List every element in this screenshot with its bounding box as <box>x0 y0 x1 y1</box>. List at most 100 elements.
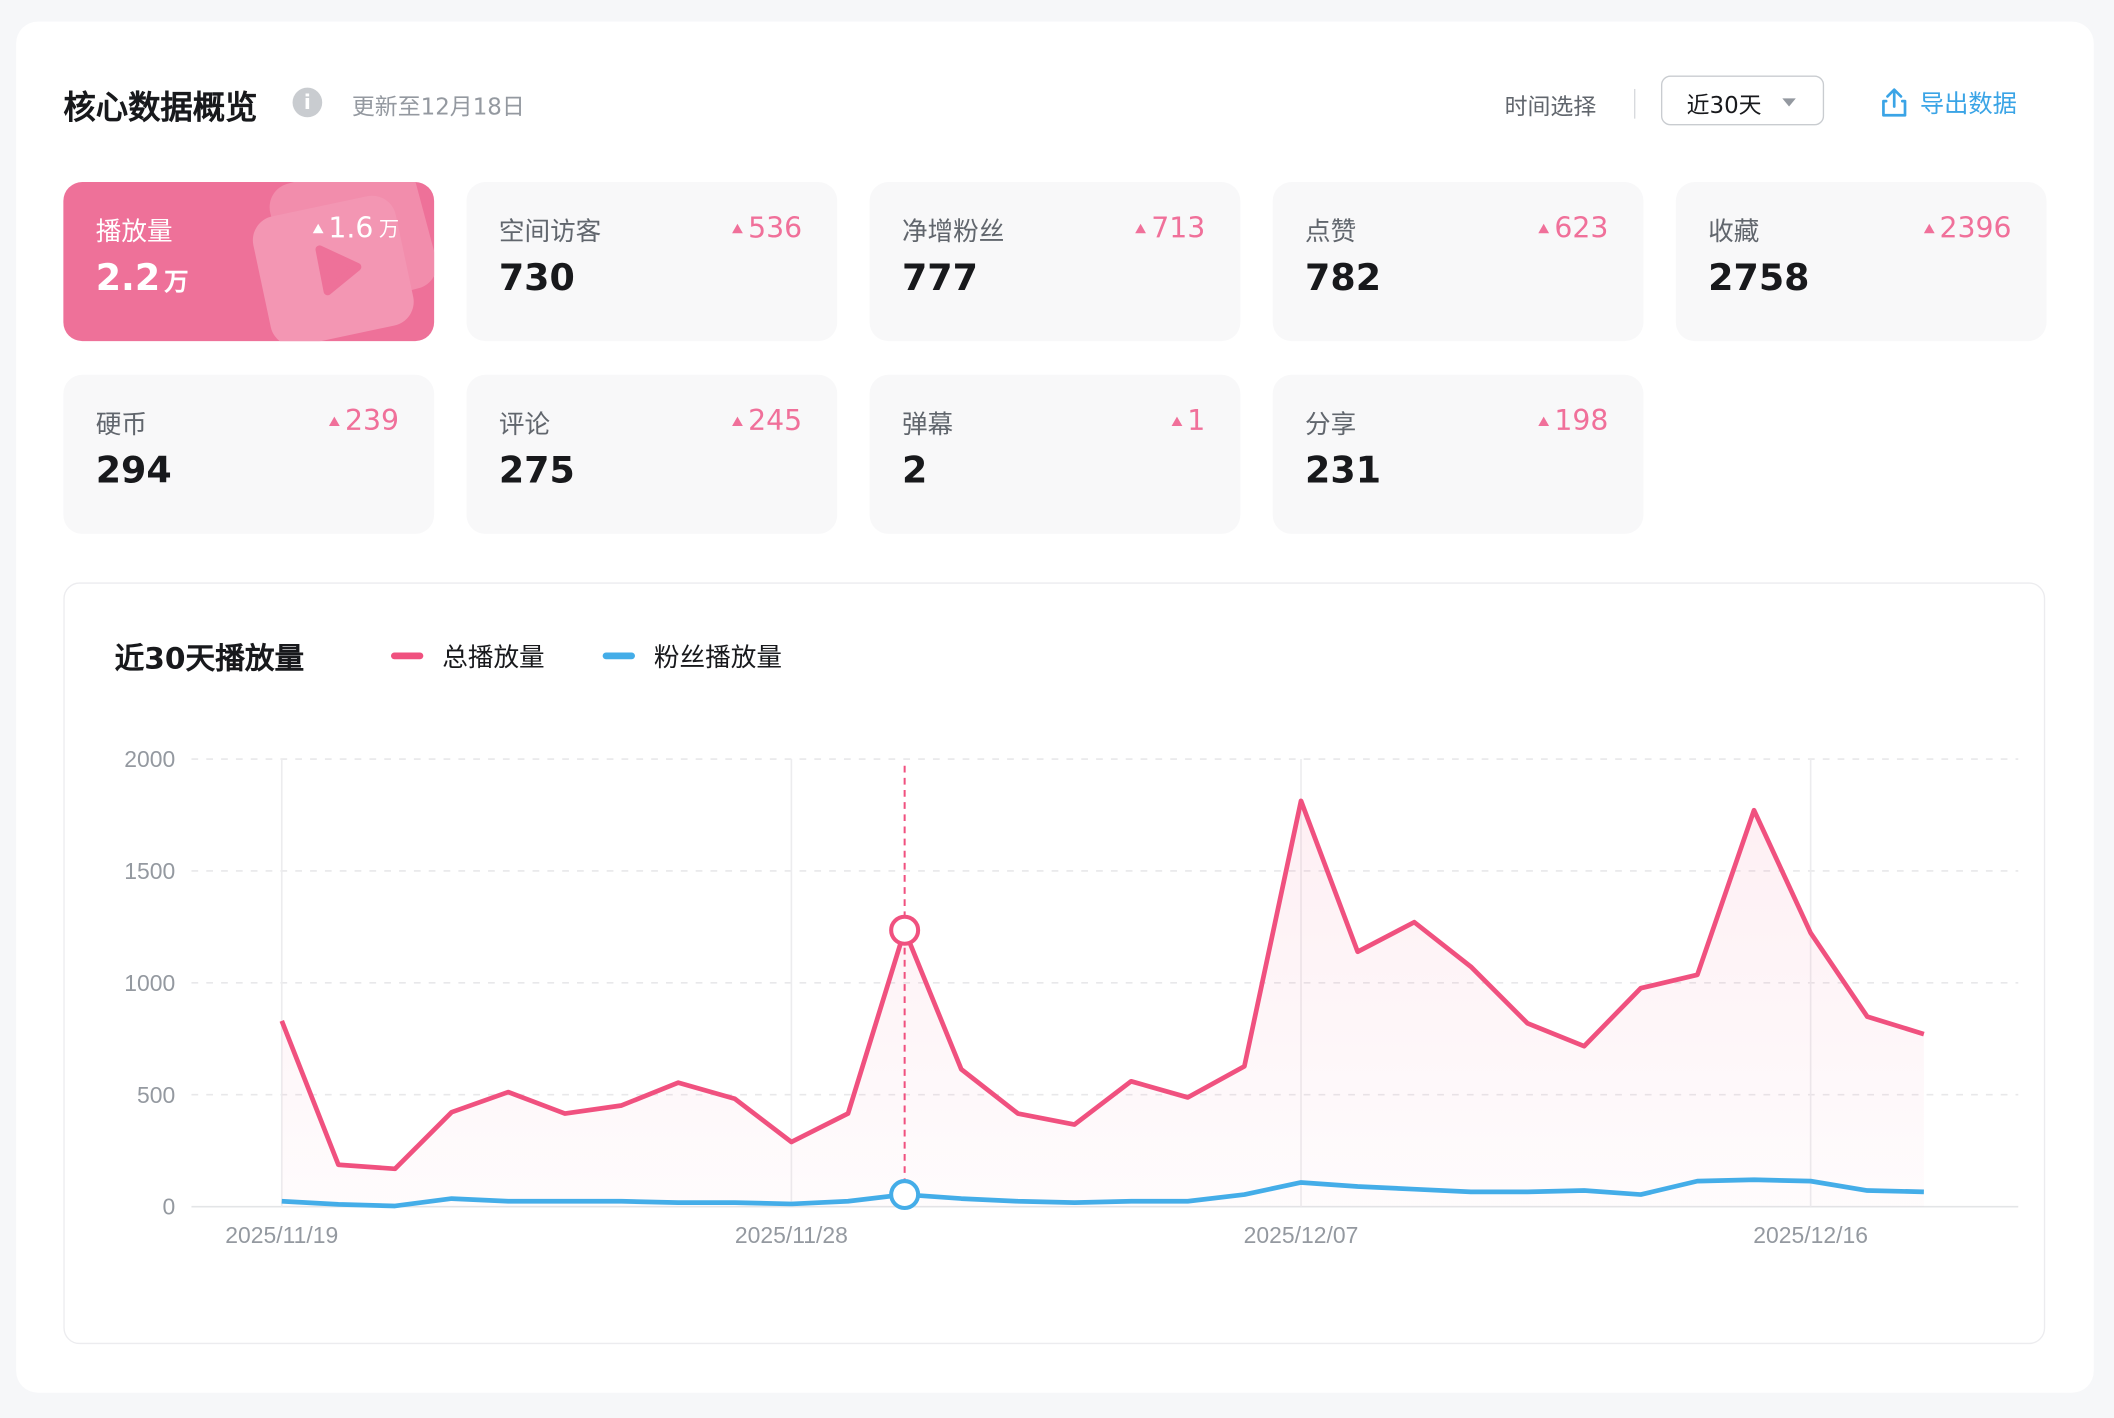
play-video-icon <box>252 182 435 342</box>
metric-delta-number: 1.6 <box>328 211 374 245</box>
metric-card[interactable]: 点赞 782 623 <box>1272 182 1644 342</box>
metric-value: 2758 <box>1708 258 1809 300</box>
metric-value: 777 <box>902 258 978 300</box>
triangle-up-icon <box>1538 415 1549 426</box>
series-area <box>281 800 1924 1207</box>
legend-label: 粉丝播放量 <box>653 643 782 673</box>
metric-delta-number: 198 <box>1554 404 1609 437</box>
highlighted-point <box>889 1179 921 1211</box>
metric-delta-number: 713 <box>1151 211 1206 245</box>
metric-delta: 2396 <box>1923 211 2012 245</box>
metric-delta-number: 2396 <box>1939 211 2012 245</box>
metric-delta-number: 623 <box>1554 211 1609 245</box>
triangle-up-icon <box>1923 223 1935 233</box>
legend-swatch <box>602 652 636 660</box>
triangle-up-icon <box>328 415 340 426</box>
share-upload-icon <box>1882 88 1907 117</box>
metric-card[interactable]: 分享 231 198 <box>1272 374 1644 534</box>
legend-item-fans[interactable]: 粉丝播放量 <box>602 638 782 674</box>
legend-label: 总播放量 <box>442 643 545 673</box>
metric-card[interactable]: 收藏 2758 2396 <box>1675 182 2047 342</box>
metric-value-number: 2758 <box>1708 257 1810 300</box>
series-line <box>279 798 1925 1172</box>
metric-label: 评论 <box>498 409 551 440</box>
metric-delta-number: 239 <box>345 404 400 437</box>
triangle-up-icon <box>1171 415 1182 426</box>
metric-label: 分享 <box>1305 409 1357 440</box>
metric-value: 231 <box>1305 450 1381 492</box>
metric-value: 294 <box>96 450 172 492</box>
metric-label: 点赞 <box>1305 217 1357 247</box>
metric-value: 730 <box>499 258 575 300</box>
metric-value: 2 <box>902 450 927 492</box>
chart-panel: 近30天播放量 总播放量 粉丝播放量 <box>63 582 2046 1345</box>
metric-value-unit: 万 <box>164 268 189 297</box>
x-tick-label: 2025/11/19 <box>225 1222 338 1248</box>
metric-delta: 1 <box>1171 404 1206 437</box>
metric-card[interactable]: 弹幕 2 1 <box>869 374 1241 534</box>
metric-value-number: 294 <box>95 450 172 493</box>
metric-delta: 623 <box>1538 212 1608 244</box>
metric-label: 弹幕 <box>901 409 954 440</box>
metric-delta: 239 <box>328 404 400 437</box>
metric-value: 275 <box>499 450 575 492</box>
metric-value-number: 231 <box>1305 450 1382 493</box>
x-tick-label: 2025/12/07 <box>1244 1222 1359 1248</box>
metric-delta: 1.6 万 <box>312 212 399 244</box>
caret-down-icon <box>1782 98 1796 107</box>
metric-delta-number: 536 <box>748 211 803 245</box>
metric-card[interactable]: 评论 275 245 <box>466 374 838 534</box>
metric-delta: 713 <box>1135 212 1205 244</box>
highlighted-point <box>889 914 921 946</box>
time-range-value: 近30天 <box>1686 93 1762 120</box>
triangle-up-icon <box>1135 223 1146 233</box>
metric-card[interactable]: 硬币 294 239 <box>63 374 435 534</box>
triangle-up-icon <box>312 223 323 233</box>
metric-card[interactable]: 播放量 2.2 万 1.6 万 <box>63 182 435 342</box>
metric-value-number: 782 <box>1305 257 1382 300</box>
metric-label: 净增粉丝 <box>901 217 1005 247</box>
triangle-up-icon <box>1538 223 1549 233</box>
x-tick-label: 2025/11/28 <box>735 1222 848 1248</box>
info-icon[interactable]: i <box>292 87 323 118</box>
time-select-label: 时间选择 <box>1504 94 1597 122</box>
metric-card[interactable]: 净增粉丝 777 713 <box>869 182 1241 342</box>
metric-delta-number: 1 <box>1187 404 1206 437</box>
export-data-button[interactable]: 导出数据 <box>1879 84 2017 122</box>
metric-delta-unit: 万 <box>378 216 400 241</box>
divider <box>1634 88 1636 119</box>
metric-delta: 245 <box>731 404 803 437</box>
metric-label: 播放量 <box>95 217 173 247</box>
metric-value: 2.2 万 <box>96 258 189 300</box>
metric-value-number: 777 <box>901 257 978 300</box>
legend-swatch <box>390 652 424 660</box>
metric-label: 硬币 <box>95 409 147 440</box>
metric-value-number: 730 <box>498 257 575 300</box>
y-tick-label: 0 <box>163 1194 176 1220</box>
metric-value-number: 2 <box>901 450 928 493</box>
metric-value-number: 275 <box>498 450 575 493</box>
x-tick-label: 2025/12/16 <box>1753 1222 1868 1248</box>
y-tick-label: 1500 <box>124 858 175 884</box>
metric-label: 空间访客 <box>498 217 602 247</box>
legend-item-total[interactable]: 总播放量 <box>390 638 545 674</box>
metric-delta: 198 <box>1538 404 1609 437</box>
metric-label: 收藏 <box>1708 217 1760 247</box>
triangle-up-icon <box>731 415 743 426</box>
page-title: 核心数据概览 <box>63 88 258 127</box>
metric-value: 782 <box>1305 258 1381 300</box>
y-tick-label: 2000 <box>124 746 175 772</box>
chart-title: 近30天播放量 <box>114 643 305 677</box>
metric-delta-number: 245 <box>748 404 803 437</box>
metric-delta: 536 <box>731 211 803 245</box>
metric-value-number: 2.2 <box>95 257 161 300</box>
export-label: 导出数据 <box>1919 90 2017 119</box>
series-line <box>281 1177 1924 1209</box>
y-tick-label: 1000 <box>124 970 175 996</box>
triangle-up-icon <box>731 223 743 233</box>
metric-card[interactable]: 空间访客 730 536 <box>466 182 838 342</box>
y-tick-label: 500 <box>137 1082 175 1108</box>
time-range-dropdown[interactable]: 近30天 <box>1660 75 1825 126</box>
